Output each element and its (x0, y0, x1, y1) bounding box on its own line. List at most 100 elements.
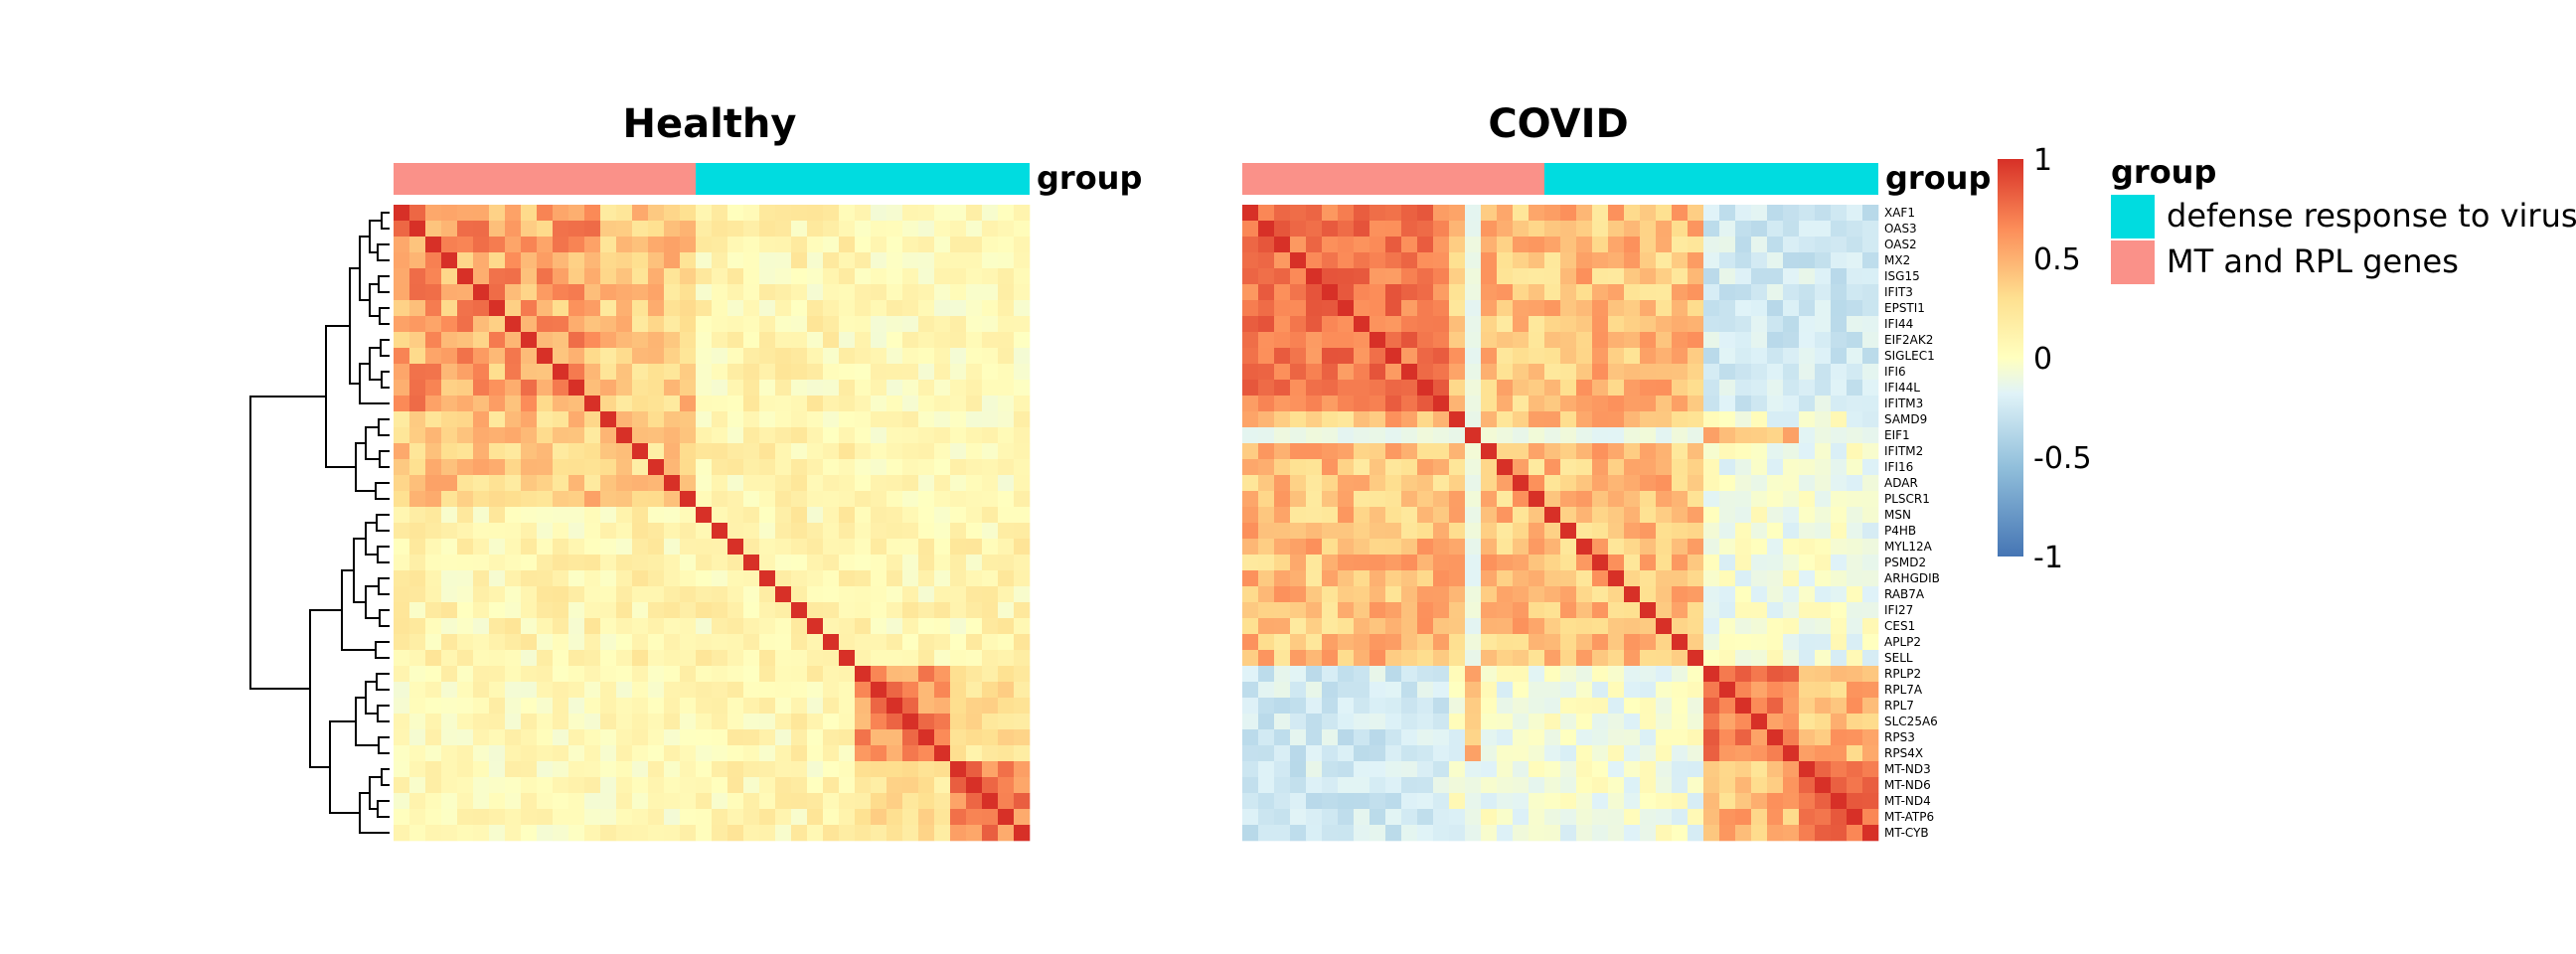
healthy-cell (1014, 793, 1031, 810)
healthy-cell (759, 761, 776, 778)
healthy-cell (537, 523, 554, 540)
covid-cell (1640, 237, 1657, 253)
healthy-cell (664, 221, 681, 238)
healthy-cell (966, 507, 983, 524)
covid-cell (1767, 714, 1784, 730)
covid-cell (1560, 364, 1577, 381)
covid-cell (1449, 634, 1466, 651)
healthy-cell (918, 332, 935, 349)
healthy-cell (727, 459, 744, 476)
healthy-cell (537, 300, 554, 317)
healthy-cell (712, 205, 728, 222)
covid-cell (1465, 523, 1482, 540)
covid-cell (1608, 793, 1625, 810)
covid-cell (1497, 698, 1514, 715)
covid-cell (1799, 666, 1816, 683)
covid-cell (1862, 316, 1879, 333)
healthy-cell (664, 268, 681, 285)
healthy-cell (696, 205, 713, 222)
covid-cell (1242, 777, 1259, 794)
healthy-cell (394, 284, 410, 301)
healthy-cell (727, 745, 744, 762)
covid-cell (1529, 634, 1545, 651)
gene-label: MX2 (1884, 253, 1910, 267)
covid-cell (1481, 411, 1498, 428)
healthy-cell (855, 380, 872, 397)
covid-cell (1369, 809, 1386, 826)
covid-cell (1799, 650, 1816, 667)
healthy-cell (425, 793, 442, 810)
healthy-cell (886, 268, 903, 285)
healthy-cell (696, 745, 713, 762)
healthy-cell (855, 268, 872, 285)
healthy-cell (727, 396, 744, 412)
covid-cell (1401, 348, 1418, 365)
healthy-cell (425, 570, 442, 587)
healthy-cell (568, 777, 585, 794)
covid-cell (1719, 666, 1736, 683)
covid-cell (1703, 205, 1720, 222)
covid-cell (1672, 380, 1689, 397)
healthy-cell (918, 459, 935, 476)
covid-cell (1433, 650, 1450, 667)
covid-cell (1385, 459, 1402, 476)
healthy-cell (584, 237, 601, 253)
covid-cell (1799, 252, 1816, 269)
covid-cell (1481, 666, 1498, 683)
healthy-cell (521, 443, 538, 460)
healthy-cell (568, 714, 585, 730)
covid-cell (1449, 714, 1466, 730)
healthy-cell (505, 364, 522, 381)
healthy-cell (807, 729, 824, 746)
healthy-cell (759, 316, 776, 333)
covid-cell (1354, 380, 1370, 397)
covid-cell (1735, 252, 1752, 269)
healthy-cell (998, 666, 1015, 683)
covid-cell (1481, 268, 1498, 285)
covid-cell (1576, 237, 1593, 253)
healthy-cell (680, 523, 697, 540)
healthy-cell (871, 348, 887, 365)
covid-cell (1608, 698, 1625, 715)
healthy-cell (394, 602, 410, 619)
covid-cell (1847, 602, 1863, 619)
healthy-cell (553, 714, 569, 730)
healthy-cell (759, 523, 776, 540)
covid-cell (1544, 475, 1561, 492)
covid-cell (1385, 729, 1402, 746)
covid-cell (1306, 586, 1323, 603)
covid-cell (1529, 729, 1545, 746)
healthy-cell (839, 475, 856, 492)
healthy-cell (473, 761, 490, 778)
healthy-cell (902, 443, 919, 460)
dendrogram-branch (379, 450, 390, 468)
healthy-cell (648, 729, 665, 746)
covid-cell (1449, 729, 1466, 746)
covid-cell (1735, 666, 1752, 683)
covid-cell (1497, 443, 1514, 460)
covid-cell (1401, 809, 1418, 826)
covid-cell (1688, 602, 1704, 619)
healthy-cell (712, 698, 728, 715)
covid-cell (1608, 475, 1625, 492)
healthy-cell (537, 586, 554, 603)
covid-cell (1529, 714, 1545, 730)
healthy-cell (505, 555, 522, 571)
covid-cell (1306, 650, 1323, 667)
covid-cell (1592, 475, 1609, 492)
healthy-cell (521, 507, 538, 524)
covid-cell (1433, 539, 1450, 556)
covid-cell (1847, 316, 1863, 333)
healthy-cell (473, 714, 490, 730)
covid-cell (1338, 618, 1355, 635)
healthy-cell (918, 268, 935, 285)
healthy-cell (902, 284, 919, 301)
covid-cell (1497, 650, 1514, 667)
healthy-cell (982, 602, 999, 619)
healthy-cell (791, 586, 808, 603)
covid-cell (1719, 618, 1736, 635)
covid-cell (1703, 443, 1720, 460)
healthy-cell (918, 316, 935, 333)
covid-cell (1481, 586, 1498, 603)
healthy-cell (616, 300, 633, 317)
